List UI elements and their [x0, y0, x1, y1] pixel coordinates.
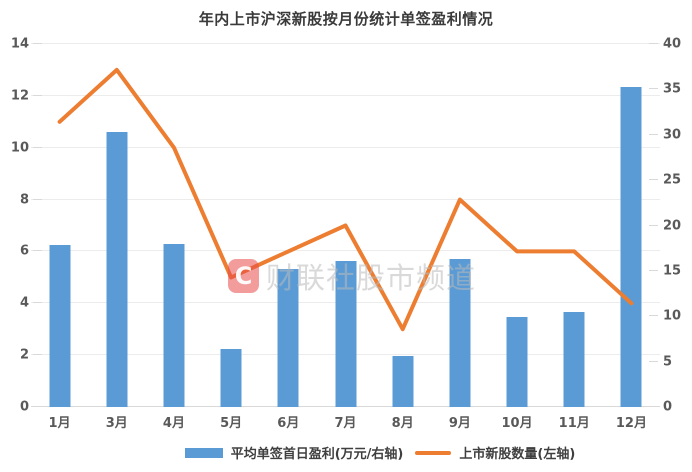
left-axis-labels: 0 2 4 6 8 10 12 14 — [0, 38, 30, 414]
line-series — [57, 67, 634, 332]
left-axis-label-10: 10 — [10, 140, 29, 156]
right-tick-10 — [649, 315, 658, 317]
x-axis-label-3月: 3月 — [105, 416, 128, 431]
bar-1月 — [49, 245, 71, 407]
bar-5月 — [220, 348, 242, 407]
bar-8月 — [392, 356, 414, 407]
bar-7月 — [335, 260, 356, 407]
gridline-10 — [31, 146, 660, 148]
right-tick-5 — [649, 360, 658, 362]
right-tick-20 — [649, 224, 658, 226]
right-axis-label-0: 0 — [663, 399, 673, 415]
x-axis-label-4月: 4月 — [162, 416, 185, 431]
left-tick-6 — [33, 250, 42, 252]
left-tick-12 — [33, 94, 42, 96]
x-axis-labels: 1月 3月 4月 5月 6月 7月 8月 9月 10月 11月 12月 — [31, 412, 660, 432]
gridline-6 — [31, 250, 660, 252]
x-axis-label-10月: 10月 — [501, 416, 533, 431]
x-axis-label-5月: 5月 — [220, 416, 243, 431]
right-tick-30 — [649, 133, 658, 135]
legend: 平均单签首日盈利(万元/右轴) 上市新股数量(左轴) — [34, 443, 692, 462]
x-axis-label-7月: 7月 — [334, 416, 357, 431]
right-tick-40 — [649, 43, 658, 44]
chart-title: 年内上市沪深新股按月份统计单签盈利情况 — [198, 10, 494, 28]
legend-item-bar-series: 平均单签首日盈利(万元/右轴) — [184, 443, 404, 462]
line-path — [57, 67, 634, 332]
x-axis-label-12月: 12月 — [615, 416, 647, 431]
right-axis-labels: 0 5 10 15 20 25 30 35 40 — [663, 38, 692, 414]
gridline-12 — [31, 94, 660, 96]
x-axis-label-9月: 9月 — [448, 416, 471, 431]
bar-4月 — [163, 243, 185, 407]
bar-series-swatch-icon — [184, 447, 223, 458]
x-axis-label-8月: 8月 — [391, 416, 414, 431]
left-tick-10 — [33, 146, 42, 148]
bar-10月 — [506, 317, 528, 407]
left-tick-0 — [33, 406, 42, 407]
right-axis-label-25: 25 — [663, 172, 682, 188]
left-tick-14 — [33, 43, 42, 44]
x-axis-label-1月: 1月 — [48, 416, 71, 431]
right-axis-label-35: 35 — [663, 81, 682, 97]
right-tick-15 — [649, 269, 658, 271]
plot-area — [31, 43, 660, 407]
left-axis-label-6: 6 — [19, 243, 29, 259]
bar-12月 — [620, 86, 642, 407]
right-tick-0 — [649, 406, 658, 407]
left-tick-4 — [33, 302, 42, 304]
right-axis-label-40: 40 — [663, 36, 682, 52]
left-axis-label-0: 0 — [19, 399, 29, 415]
gridline-8 — [31, 198, 660, 200]
line-series-swatch-icon — [415, 450, 452, 455]
left-axis-label-14: 14 — [10, 36, 29, 52]
x-axis-label-11月: 11月 — [558, 416, 590, 431]
left-axis-label-4: 4 — [19, 295, 29, 311]
right-axis-label-15: 15 — [663, 263, 682, 279]
bar-9月 — [449, 259, 471, 407]
bar-6月 — [277, 269, 299, 407]
right-axis-label-10: 10 — [663, 308, 682, 324]
bar-3月 — [106, 132, 128, 407]
right-tick-35 — [649, 88, 658, 90]
left-tick-2 — [33, 354, 42, 356]
right-axis-label-5: 5 — [663, 354, 673, 370]
right-axis-label-30: 30 — [663, 127, 682, 143]
bar-11月 — [563, 311, 585, 407]
left-axis-label-12: 12 — [10, 88, 29, 104]
right-tick-25 — [649, 179, 658, 181]
left-axis-label-2: 2 — [19, 347, 29, 363]
right-axis-label-20: 20 — [663, 218, 682, 233]
left-tick-8 — [33, 198, 42, 200]
x-axis-label-6月: 6月 — [277, 416, 300, 431]
line-series-label: 上市新股数量(左轴) — [459, 447, 576, 462]
legend-item-line-series: 上市新股数量(左轴) — [415, 443, 575, 462]
left-axis-label-8: 8 — [19, 192, 29, 208]
gridline-14 — [31, 43, 660, 44]
bar-series-label: 平均单签首日盈利(万元/右轴) — [230, 447, 404, 462]
